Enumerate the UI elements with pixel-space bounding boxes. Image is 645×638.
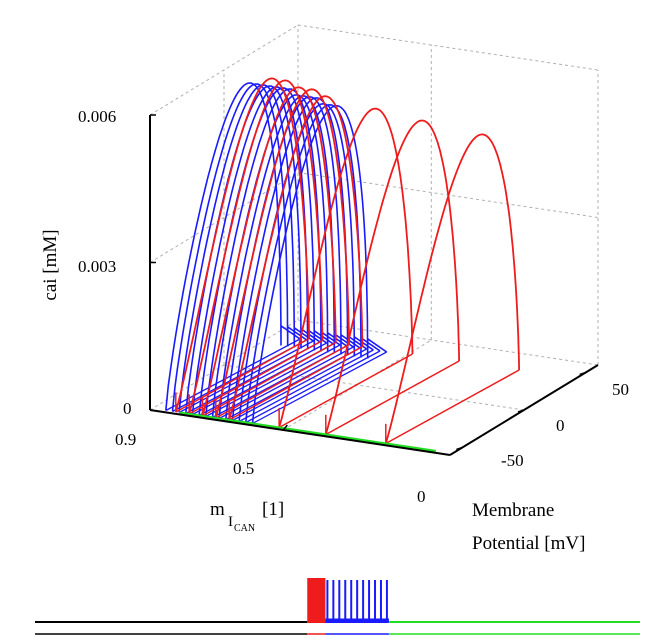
- v-tick: [579, 371, 586, 376]
- m-axis-line: [149, 409, 451, 456]
- axes: [149, 114, 599, 456]
- blue-floor-line: [165, 338, 301, 412]
- blue-loop: [191, 86, 328, 415]
- red-loop: [188, 79, 324, 415]
- red-floor-line: [278, 353, 413, 429]
- voltage-trace: [35, 578, 640, 635]
- v-tick: [517, 409, 525, 413]
- blue-floor-line: [178, 340, 314, 414]
- blue-floor-line: [205, 344, 341, 418]
- x-axis-label-unit: [1]: [262, 499, 284, 520]
- y-axis-label-line1: Membrane: [472, 500, 554, 521]
- z-tick-label-0003: 0.003: [78, 257, 116, 276]
- blue-floor-line: [238, 349, 374, 423]
- x-axis-label: m I CAN [1]: [210, 499, 284, 534]
- svg-text:I: I: [228, 514, 233, 530]
- blue-loop: [245, 103, 381, 423]
- x-tick-label-05: 0.5: [233, 459, 254, 478]
- red-floor-line: [215, 343, 350, 419]
- y-axis-label-line2: Potential [mV]: [472, 533, 585, 554]
- red-loop: [174, 77, 310, 413]
- red-loop: [324, 119, 460, 435]
- x-tick-label-0: 0: [417, 487, 426, 506]
- red-floor-line: [385, 369, 520, 445]
- red-loop: [214, 88, 350, 419]
- x-axis-label-sub-i: I: [228, 514, 233, 530]
- blue-loop: [218, 95, 354, 419]
- blue-floor-line: [245, 350, 381, 424]
- red-floor-line: [188, 339, 323, 415]
- x-axis-label-sub-can: CAN: [234, 523, 255, 534]
- red-loop: [228, 95, 364, 421]
- y-tick-label-50: 50: [612, 380, 629, 399]
- grid-line: [297, 24, 599, 71]
- svg-text:[1]: [1]: [262, 499, 284, 520]
- blue-floor-line: [232, 348, 367, 422]
- blue-loop: [205, 88, 341, 417]
- green-trajectory: [178, 411, 436, 453]
- svg-text:CAN: CAN: [234, 523, 255, 534]
- red-spike-burst: [307, 578, 326, 622]
- x-tick-label-09: 0.9: [115, 430, 136, 449]
- z-tick-label-0: 0: [123, 399, 132, 418]
- v-tick: [456, 446, 463, 451]
- z-axis-label: cai [mM]: [40, 229, 61, 300]
- grid-line: [223, 364, 525, 411]
- red-loop: [384, 133, 520, 444]
- green-series: [178, 411, 436, 453]
- red-floor-line: [202, 341, 337, 417]
- grid-line: [149, 172, 299, 263]
- y-tick-label-neg50: -50: [501, 451, 524, 470]
- m-tick: [282, 424, 288, 431]
- blue-loop: [251, 104, 388, 424]
- red-loop: [278, 107, 414, 428]
- blue-floor-line: [252, 351, 387, 425]
- svg-text:m: m: [210, 499, 225, 520]
- blue-floor-line: [192, 342, 327, 416]
- red-floor-line: [325, 360, 460, 436]
- y-tick-label-0: 0: [556, 416, 565, 435]
- x-axis-label-main: m: [210, 499, 225, 520]
- red-floor-line: [175, 337, 310, 413]
- red-floor-line: [228, 345, 363, 421]
- blue-loop: [231, 97, 368, 421]
- red-series: [174, 77, 520, 445]
- z-tick-label-0006: 0.006: [78, 107, 116, 126]
